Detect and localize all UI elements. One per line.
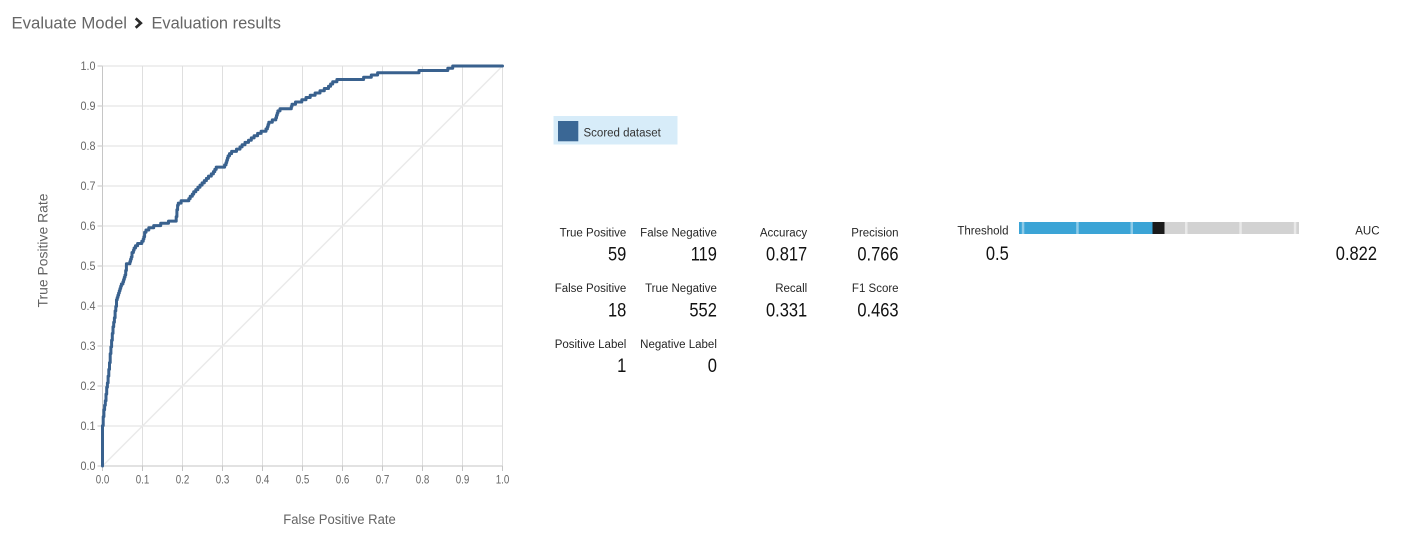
- svg-text:Evaluation results: Evaluation results: [152, 15, 281, 33]
- svg-text:0.9: 0.9: [456, 475, 470, 487]
- svg-text:True Negative: True Negative: [645, 283, 717, 295]
- svg-text:F1 Score: F1 Score: [852, 283, 899, 295]
- svg-text:1: 1: [617, 355, 626, 377]
- svg-text:0.0: 0.0: [96, 475, 110, 487]
- svg-text:1.0: 1.0: [496, 475, 510, 487]
- svg-text:0.822: 0.822: [1336, 243, 1377, 265]
- svg-text:Threshold: Threshold: [957, 225, 1008, 237]
- svg-text:0.3: 0.3: [216, 475, 230, 487]
- svg-text:AUC: AUC: [1355, 225, 1379, 237]
- svg-text:0.5: 0.5: [296, 475, 310, 487]
- svg-text:0.331: 0.331: [766, 299, 807, 321]
- svg-text:True Positive Rate: True Positive Rate: [36, 194, 51, 308]
- svg-text:0.6: 0.6: [81, 221, 96, 233]
- svg-text:552: 552: [689, 299, 717, 321]
- svg-text:0.5: 0.5: [81, 261, 96, 273]
- svg-text:0.7: 0.7: [376, 475, 390, 487]
- svg-text:0.6: 0.6: [336, 475, 350, 487]
- svg-text:59: 59: [608, 244, 626, 266]
- svg-text:0.8: 0.8: [81, 141, 96, 153]
- svg-text:0.817: 0.817: [766, 244, 807, 266]
- svg-text:Scored dataset: Scored dataset: [584, 127, 662, 139]
- svg-text:0.9: 0.9: [81, 101, 96, 113]
- svg-text:0.463: 0.463: [857, 299, 898, 321]
- svg-text:0.4: 0.4: [81, 301, 97, 313]
- svg-text:0.3: 0.3: [81, 341, 96, 353]
- svg-text:0.7: 0.7: [81, 181, 96, 193]
- svg-text:Positive Label: Positive Label: [555, 339, 627, 351]
- svg-text:0: 0: [708, 355, 717, 377]
- svg-text:Precision: Precision: [851, 227, 898, 239]
- svg-text:False Positive Rate: False Positive Rate: [283, 512, 396, 527]
- svg-text:Evaluate Model: Evaluate Model: [12, 15, 128, 33]
- svg-text:Accuracy: Accuracy: [760, 227, 808, 239]
- svg-text:True Positive: True Positive: [560, 227, 627, 239]
- svg-text:False Negative: False Negative: [640, 227, 717, 239]
- svg-text:0.8: 0.8: [416, 475, 430, 487]
- svg-text:False Positive: False Positive: [555, 283, 627, 295]
- svg-text:0.4: 0.4: [256, 475, 270, 487]
- svg-text:Recall: Recall: [775, 283, 807, 295]
- svg-text:0.1: 0.1: [81, 421, 96, 433]
- svg-text:0.1: 0.1: [136, 475, 150, 487]
- svg-text:0.2: 0.2: [176, 475, 190, 487]
- svg-text:1.0: 1.0: [81, 61, 96, 73]
- svg-text:18: 18: [608, 299, 626, 321]
- svg-text:Negative Label: Negative Label: [640, 339, 717, 351]
- svg-text:0.2: 0.2: [81, 381, 96, 393]
- svg-text:119: 119: [691, 244, 717, 266]
- svg-text:0.766: 0.766: [857, 244, 898, 266]
- svg-text:0.5: 0.5: [986, 243, 1009, 265]
- svg-text:0.0: 0.0: [81, 461, 96, 473]
